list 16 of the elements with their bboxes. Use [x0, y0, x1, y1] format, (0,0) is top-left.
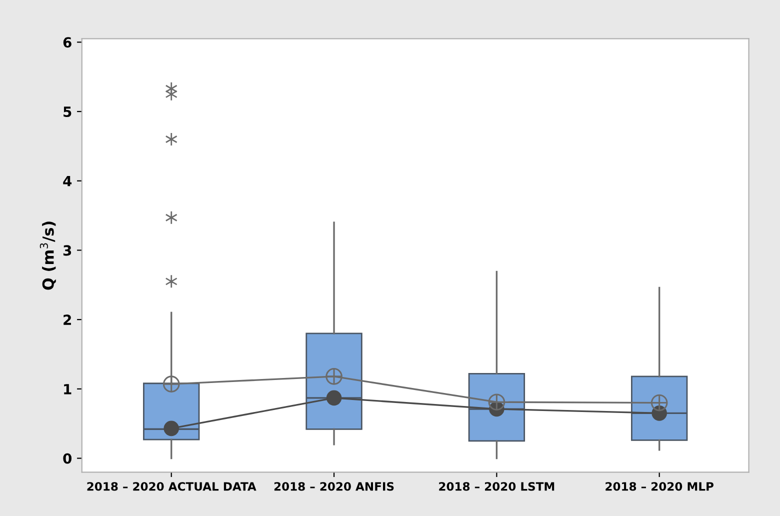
- y-tick-label: 1: [64, 384, 72, 394]
- point: [326, 390, 342, 406]
- y-tick-label: 5: [64, 106, 72, 117]
- x-tick-label: 2018 – 2020 LSTM: [439, 482, 554, 491]
- y-tick-label: 6: [63, 37, 72, 48]
- x-tick-label: 2018 – 2020 ANFIS: [274, 482, 394, 491]
- point: [162, 376, 180, 392]
- y-axis-title: Q (m$^{3}$/s): [40, 222, 56, 290]
- y-tick-label: 4: [63, 176, 72, 186]
- y-tick-label: 0: [63, 453, 72, 464]
- x-tick-label: 2018 – 2020 MLP: [606, 482, 714, 491]
- y-tick-label: 3: [63, 245, 72, 256]
- point: [164, 420, 179, 436]
- x-tick-label: 2018 – 2020 ACTUAL DATA: [87, 482, 256, 491]
- point: [326, 368, 342, 385]
- y-tick-label: 2: [64, 314, 71, 325]
